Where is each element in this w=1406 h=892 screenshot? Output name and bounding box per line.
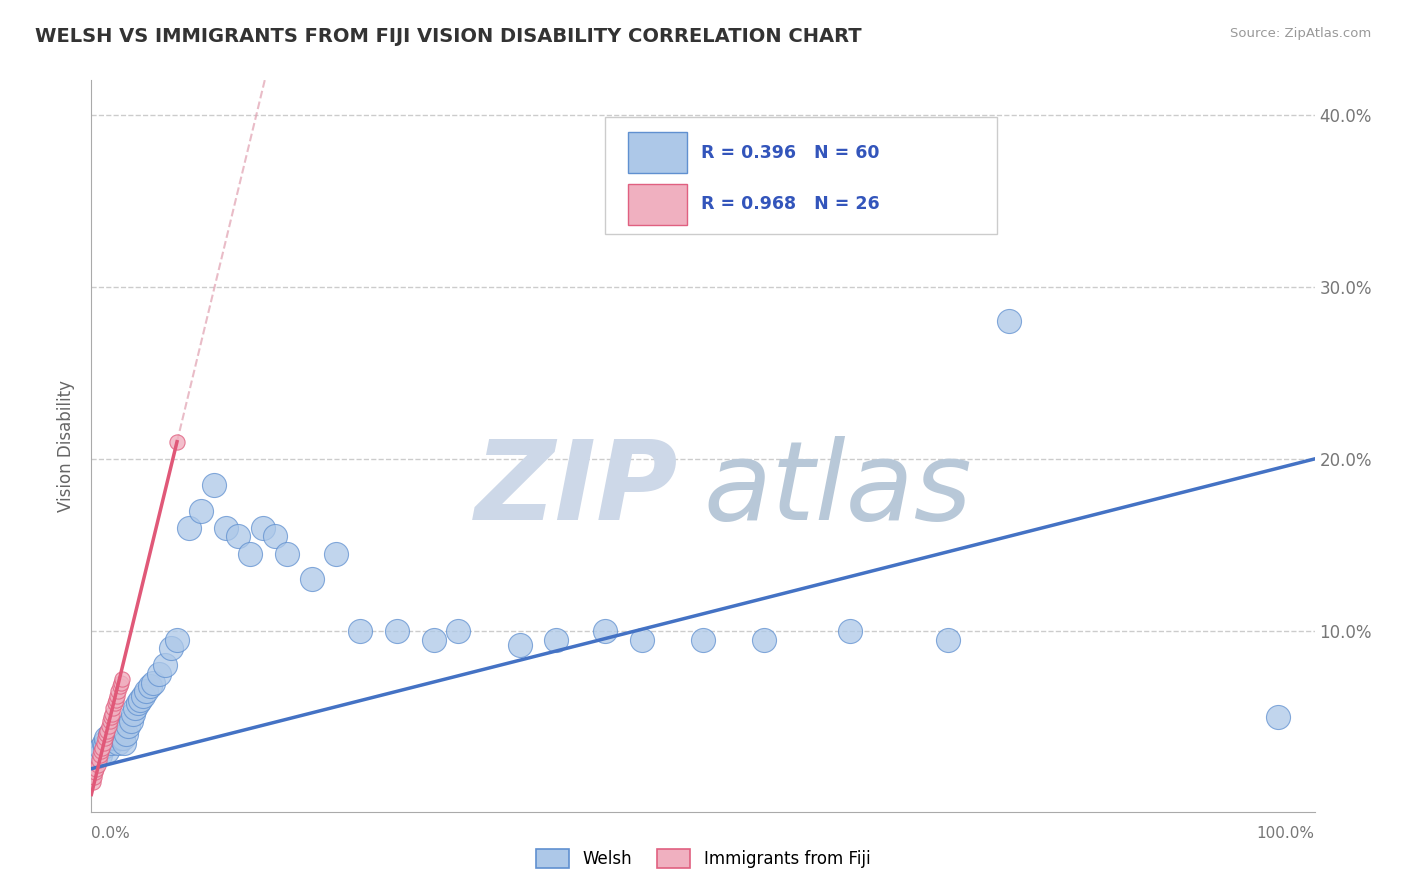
Point [202, 477, 225, 491]
Point [100, 710, 122, 724]
Point [94, 731, 117, 745]
Text: ZIP: ZIP [475, 436, 679, 543]
Point [325, 547, 347, 561]
Point [94, 739, 117, 754]
Legend: Welsh, Immigrants from Fiji: Welsh, Immigrants from Fiji [529, 842, 877, 875]
Point [98, 727, 121, 741]
Point [97, 719, 120, 733]
Point [94, 727, 117, 741]
Point [349, 624, 371, 638]
Point [104, 696, 127, 710]
Point [105, 723, 128, 738]
Point [264, 529, 287, 543]
Point [104, 731, 127, 745]
Point [98, 714, 121, 728]
Point [153, 658, 176, 673]
Y-axis label: Vision Disability: Vision Disability [58, 380, 76, 512]
Point [132, 690, 155, 704]
Point [135, 684, 157, 698]
Point [112, 736, 135, 750]
Point [103, 723, 125, 738]
Point [91, 741, 114, 756]
Point [998, 314, 1021, 328]
Point [111, 723, 134, 738]
Point [86, 744, 108, 758]
Point [301, 573, 323, 587]
Point [124, 701, 146, 715]
Point [94, 731, 117, 745]
Point [86, 758, 108, 772]
Point [89, 747, 111, 762]
Point [127, 696, 149, 710]
Text: atlas: atlas [703, 436, 972, 543]
Point [101, 706, 124, 721]
Point [120, 714, 142, 728]
Point [190, 503, 212, 517]
Point [631, 632, 654, 647]
Point [239, 547, 262, 561]
Point [179, 521, 201, 535]
Point [117, 719, 139, 733]
Point [447, 624, 470, 638]
Point [754, 632, 776, 647]
Point [103, 701, 125, 715]
Point [114, 727, 136, 741]
Point [101, 731, 124, 745]
Point [90, 741, 112, 756]
Point [111, 672, 134, 686]
Point [139, 679, 162, 693]
Point [93, 736, 115, 750]
FancyBboxPatch shape [605, 117, 997, 234]
Point [423, 632, 446, 647]
Point [104, 693, 127, 707]
Point [936, 632, 959, 647]
Point [129, 693, 152, 707]
Point [108, 679, 131, 693]
Point [96, 744, 118, 758]
Point [252, 521, 274, 535]
Point [112, 731, 135, 745]
Text: Source: ZipAtlas.com: Source: ZipAtlas.com [1230, 27, 1371, 40]
Point [84, 762, 107, 776]
Point [122, 706, 145, 721]
FancyBboxPatch shape [628, 132, 688, 173]
Point [110, 731, 132, 745]
Point [385, 624, 409, 638]
Point [93, 736, 115, 750]
Point [105, 690, 128, 704]
Point [96, 723, 118, 738]
Point [107, 736, 129, 750]
Point [166, 434, 188, 449]
Point [546, 632, 568, 647]
Point [148, 667, 170, 681]
Point [84, 765, 107, 780]
Point [838, 624, 860, 638]
Point [110, 675, 132, 690]
Point [141, 675, 163, 690]
Point [89, 747, 111, 762]
Point [83, 770, 105, 784]
Point [276, 547, 298, 561]
Text: 100.0%: 100.0% [1257, 826, 1315, 841]
Point [593, 624, 616, 638]
Text: WELSH VS IMMIGRANTS FROM FIJI VISION DISABILITY CORRELATION CHART: WELSH VS IMMIGRANTS FROM FIJI VISION DIS… [35, 27, 862, 45]
Point [226, 529, 249, 543]
FancyBboxPatch shape [628, 184, 688, 225]
Text: R = 0.968   N = 26: R = 0.968 N = 26 [700, 195, 879, 213]
Point [82, 775, 104, 789]
Point [166, 632, 188, 647]
Point [160, 641, 183, 656]
Point [692, 632, 714, 647]
Point [87, 753, 110, 767]
Text: 0.0%: 0.0% [91, 826, 131, 841]
Point [90, 744, 112, 758]
Point [108, 727, 131, 741]
Point [215, 521, 238, 535]
Point [509, 638, 531, 652]
Point [100, 736, 122, 750]
Text: R = 0.396   N = 60: R = 0.396 N = 60 [700, 144, 879, 161]
Point [1267, 710, 1289, 724]
Point [107, 684, 129, 698]
Point [104, 727, 127, 741]
